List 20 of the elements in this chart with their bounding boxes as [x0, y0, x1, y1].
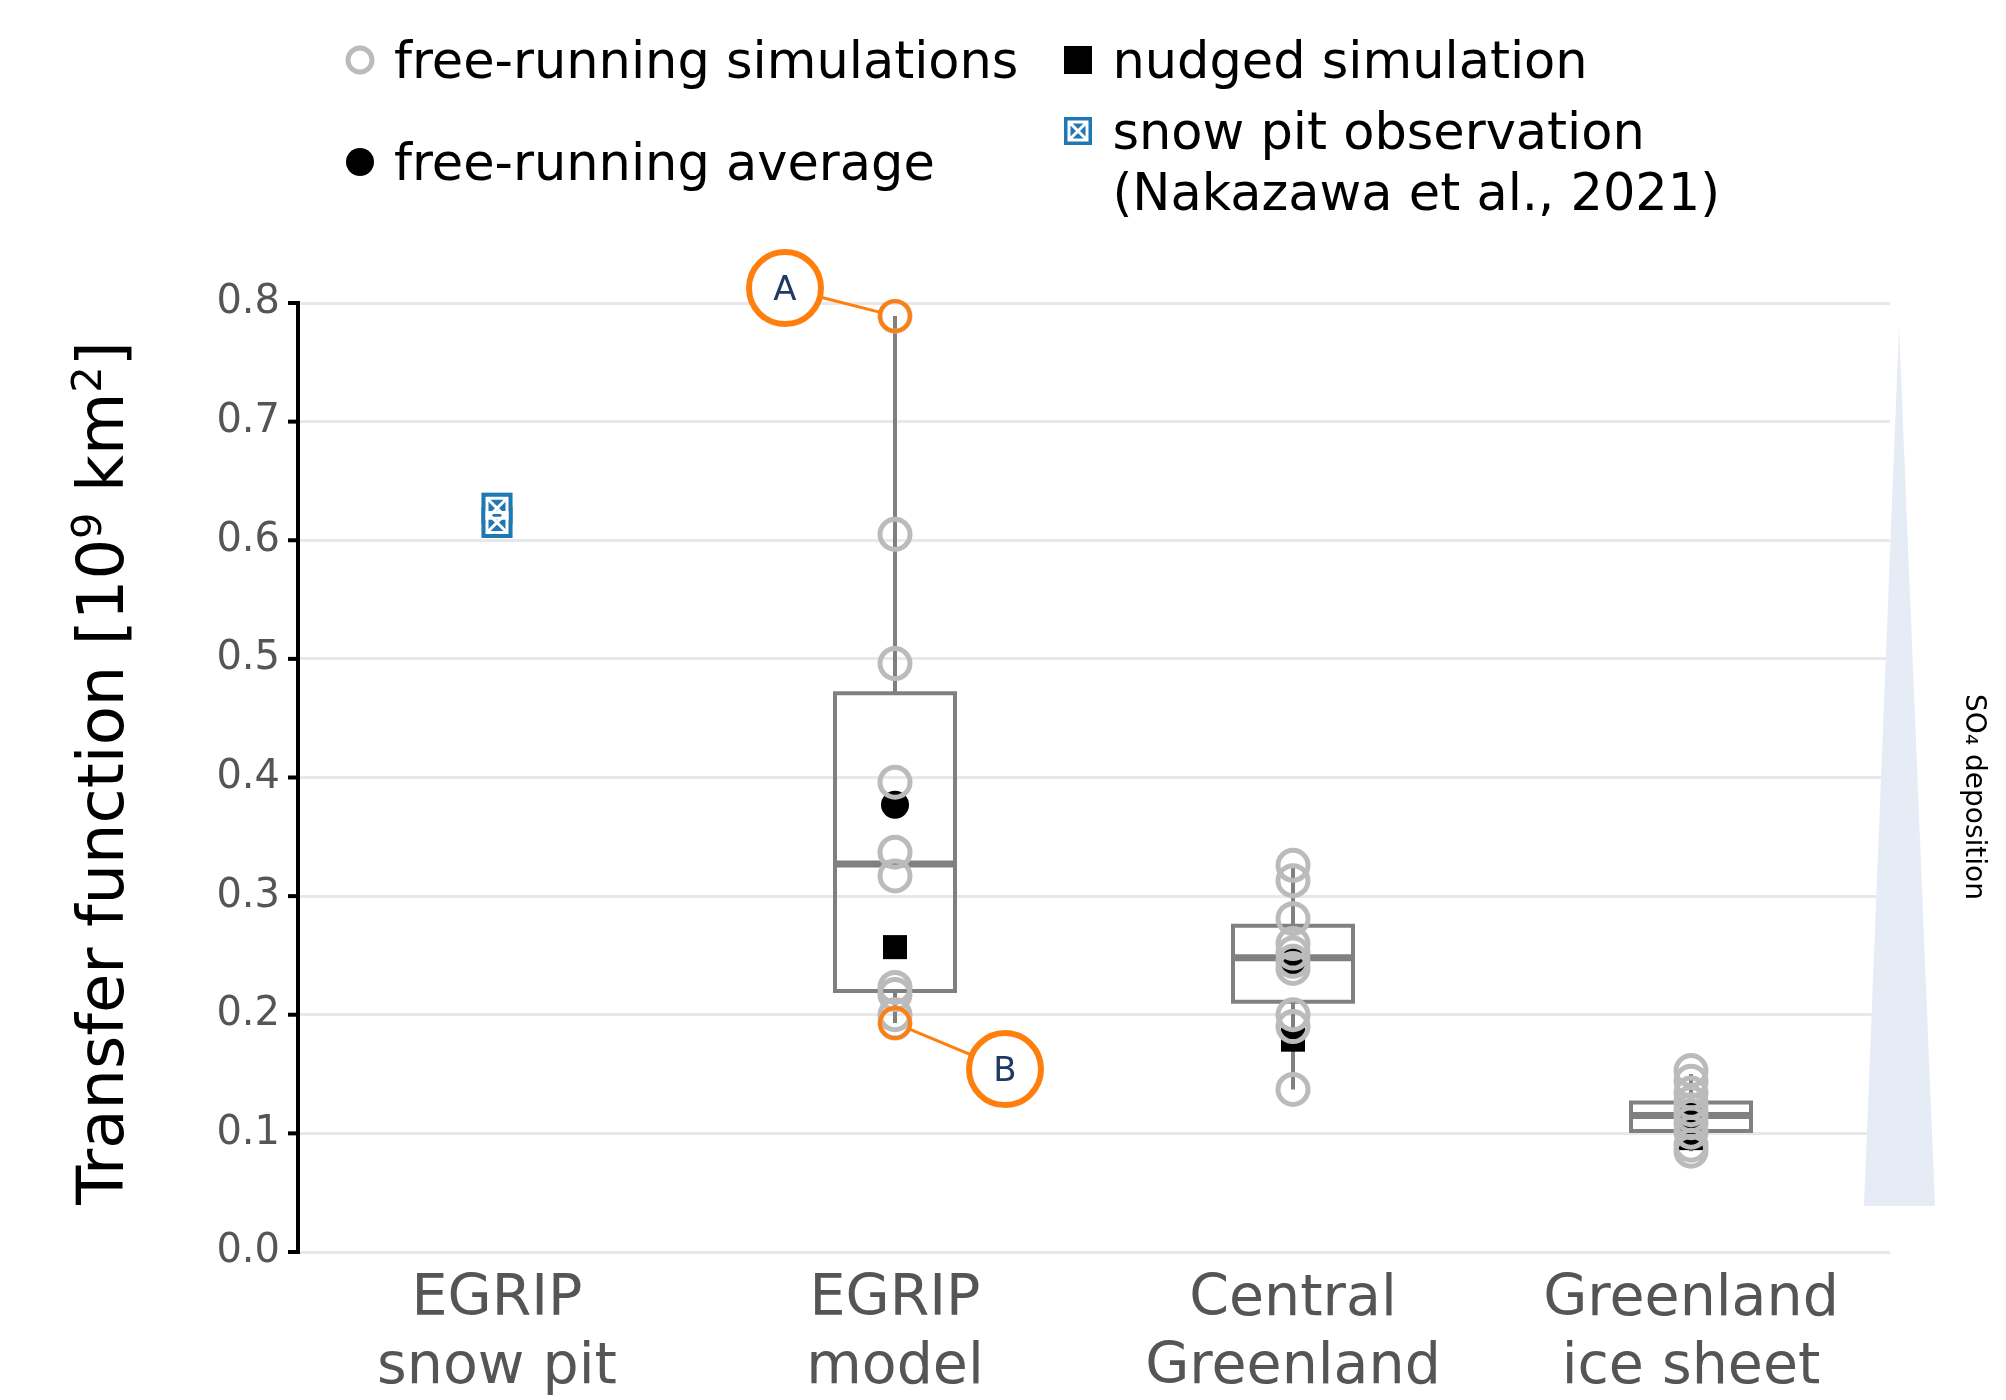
- y-tick-label: 0.1: [216, 1106, 280, 1153]
- legend-label: nudged simulation: [1112, 30, 1588, 92]
- y-tick-label: 0.2: [216, 988, 280, 1035]
- y-tick-label: 0.0: [216, 1225, 280, 1272]
- legend-label: free-running simulations: [394, 30, 1019, 92]
- y-tick-label: 0.7: [216, 395, 280, 442]
- annotation: A: [773, 268, 797, 309]
- y-tick-label: 0.3: [216, 869, 280, 916]
- legend-label: snow pit observation (Nakazawa et al., 2021): [1112, 101, 1722, 224]
- legend-label: free-running average: [394, 131, 935, 193]
- y-tick-label: 0.5: [216, 632, 280, 679]
- x-tick-label: Greenland ice sheet: [1543, 1262, 1839, 1397]
- x-tick-label: Central Greenland: [1145, 1262, 1441, 1397]
- x-tick-label: EGRIP snow pit: [377, 1262, 617, 1397]
- x-tick-label: EGRIP model: [806, 1262, 984, 1397]
- y-tick-label: 0.4: [216, 750, 280, 797]
- text: SO₄ deposition: [1958, 694, 1992, 900]
- y-tick-label: 0.6: [216, 513, 280, 560]
- y-tick-label: 0.8: [216, 276, 280, 323]
- annotation: B: [993, 1049, 1017, 1090]
